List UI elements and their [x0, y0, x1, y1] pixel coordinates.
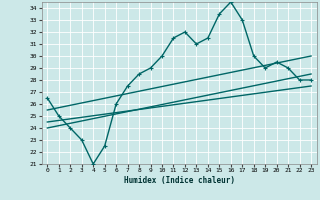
X-axis label: Humidex (Indice chaleur): Humidex (Indice chaleur): [124, 176, 235, 185]
